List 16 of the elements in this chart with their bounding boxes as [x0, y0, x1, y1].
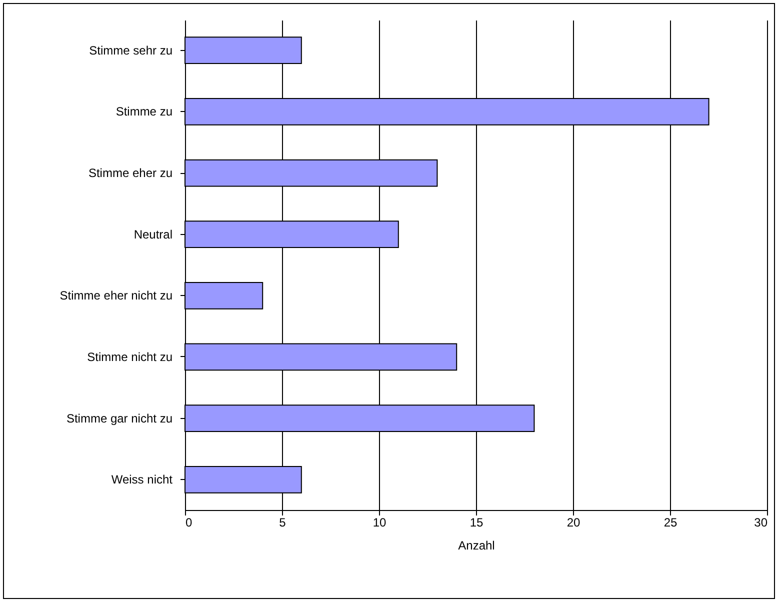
y-tick-label: Stimme sehr zu	[89, 43, 172, 58]
y-tick-label: Neutral	[134, 227, 172, 242]
x-tick-label: 5	[279, 516, 286, 530]
y-tick-label: Stimme eher zu	[88, 166, 172, 180]
y-tick-label: Weiss nicht	[111, 472, 174, 487]
x-tick-label: 10	[372, 516, 386, 530]
y-tick-label: Stimme zu	[116, 104, 172, 119]
y-tick-label: Stimme gar nicht zu	[66, 411, 172, 426]
y-tick-label: Stimme eher nicht zu	[60, 288, 172, 303]
y-tick-label: Stimme nicht zu	[87, 350, 172, 364]
x-tick-label: 20	[566, 516, 580, 530]
x-axis-title: Anzahl	[458, 538, 495, 552]
x-tick-label: 15	[470, 516, 484, 530]
x-tick-label: 30	[754, 516, 768, 530]
x-tick-label: 0	[186, 516, 192, 530]
x-tick-label: 25	[664, 516, 678, 530]
